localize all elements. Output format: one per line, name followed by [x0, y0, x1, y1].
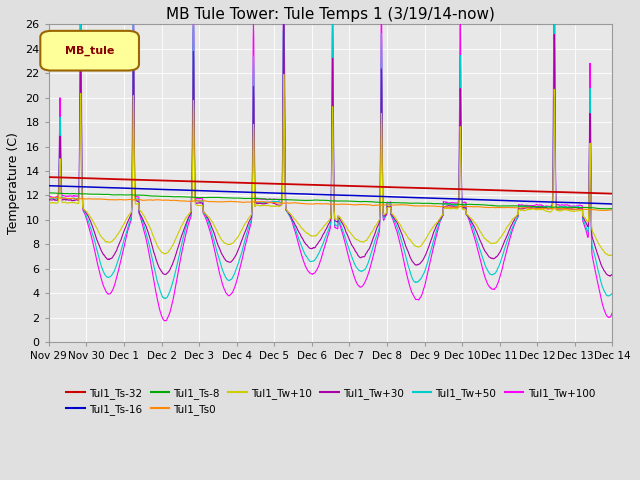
- Y-axis label: Temperature (C): Temperature (C): [7, 132, 20, 234]
- Title: MB Tule Tower: Tule Temps 1 (3/19/14-now): MB Tule Tower: Tule Temps 1 (3/19/14-now…: [166, 7, 495, 22]
- Text: MB_tule: MB_tule: [65, 46, 114, 56]
- FancyBboxPatch shape: [40, 31, 139, 71]
- Legend: Tul1_Ts-32, Tul1_Ts-16, Tul1_Ts-8, Tul1_Ts0, Tul1_Tw+10, Tul1_Tw+30, Tul1_Tw+50,: Tul1_Ts-32, Tul1_Ts-16, Tul1_Ts-8, Tul1_…: [62, 384, 599, 419]
